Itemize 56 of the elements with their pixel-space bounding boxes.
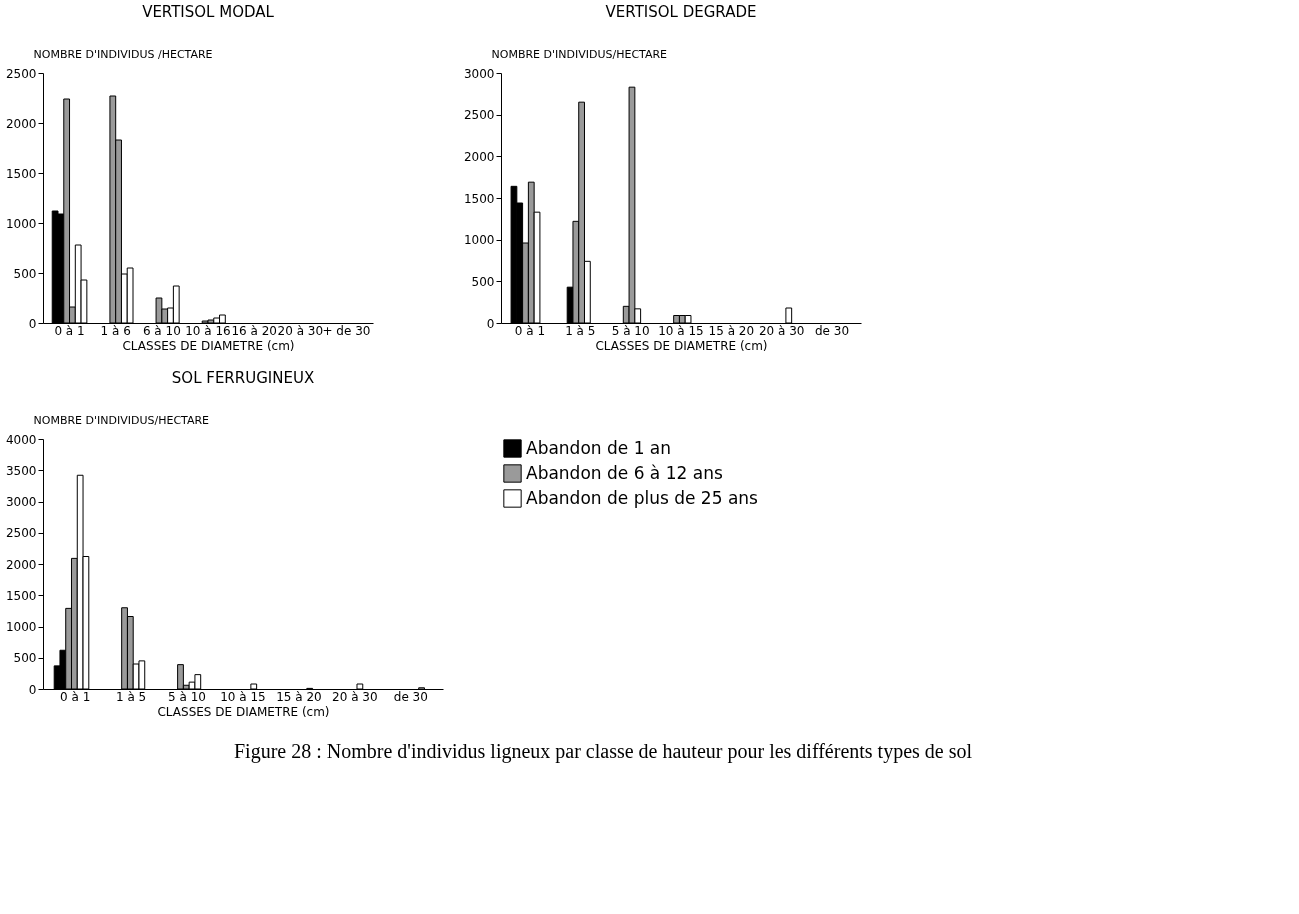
x-tick-label: 0 à 1: [60, 689, 91, 704]
x-tick-label: 10 à 15: [658, 323, 704, 338]
y-tick-label: 2500: [463, 108, 495, 123]
y-tick-label: 1000: [5, 216, 37, 231]
x-tick-label: de 30: [815, 323, 850, 338]
y-tick-label: 2000: [5, 116, 37, 131]
caption: Figure 28 : Nombre d'individus ligneux par classe de hauteur pour les différents types de sol: [233, 740, 973, 763]
legend-label: Abandon de plus de 25 ans: [526, 487, 759, 508]
x-tick-label: 20 à 30: [277, 323, 324, 338]
legend-label: Abandon de 6 à 12 ans: [526, 462, 723, 483]
y-tick-label: 500: [13, 651, 37, 666]
y-tick-label: 500: [13, 266, 37, 281]
chart-title: VERTISOL DEGRADE: [605, 3, 757, 21]
x-axis-title: CLASSES DE DIAMETRE (cm): [122, 338, 295, 353]
y-tick-label: 3000: [5, 495, 37, 509]
y-tick-label: 3500: [5, 463, 37, 478]
y-tick-label: 2500: [5, 66, 37, 81]
y-axis-title: NOMBRE D'INDIVIDUS/HECTARE: [491, 47, 668, 61]
x-tick-label: 1 à 5: [565, 323, 596, 338]
y-tick-label: 0: [28, 682, 37, 697]
x-tick-label: 0 à 1: [54, 323, 85, 338]
y-tick-label: 2500: [5, 526, 37, 541]
y-axis-title: NOMBRE D'INDIVIDUS /HECTARE: [33, 47, 213, 61]
x-tick-label: 20 à 30: [332, 689, 378, 704]
y-tick-label: 4000: [5, 432, 37, 447]
y-tick-label: 1500: [5, 166, 37, 181]
y-tick-label: 500: [471, 274, 495, 289]
x-tick-label: 0 à 1: [514, 323, 546, 338]
chart-title: SOL FERRUGINEUX: [171, 369, 315, 387]
x-tick-label: + de 30: [322, 323, 371, 338]
x-tick-label: 5 à 10: [168, 689, 206, 704]
x-tick-label: 16 à 20: [231, 323, 277, 338]
x-tick-label: 10 à 15: [220, 689, 266, 704]
y-tick-label: 0: [28, 316, 37, 331]
x-tick-label: 20 à 30: [758, 323, 805, 338]
x-tick-label: 6 à 10: [142, 323, 181, 338]
x-tick-label: 15 à 20: [276, 689, 322, 704]
y-tick-label: 1500: [5, 588, 37, 603]
y-axis-title: NOMBRE D'INDIVIDUS/HECTARE: [33, 413, 210, 427]
x-tick-label: 1 à 6: [100, 323, 131, 338]
x-axis-title: CLASSES DE DIAMETRE (cm): [595, 338, 768, 353]
y-tick-label: 2000: [463, 149, 495, 164]
y-tick-label: 0: [486, 316, 495, 331]
x-axis-title: CLASSES DE DIAMETRE (cm): [157, 704, 330, 719]
chart-title: VERTISOL MODAL: [142, 3, 275, 21]
x-tick-label: de 30: [393, 689, 428, 704]
y-tick-label: 1500: [463, 191, 495, 206]
x-tick-label: 15 à 20: [708, 323, 755, 338]
x-tick-label: 10 à 16: [185, 323, 231, 338]
legend-label: Abandon de 1 an: [526, 437, 672, 458]
x-tick-label: 5 à 10: [611, 323, 650, 338]
y-tick-label: 3000: [463, 66, 495, 81]
y-tick-label: 1000: [5, 620, 37, 634]
y-tick-label: 2000: [5, 557, 37, 572]
y-tick-label: 1000: [463, 233, 495, 248]
x-tick-label: 1 à 5: [115, 689, 147, 704]
